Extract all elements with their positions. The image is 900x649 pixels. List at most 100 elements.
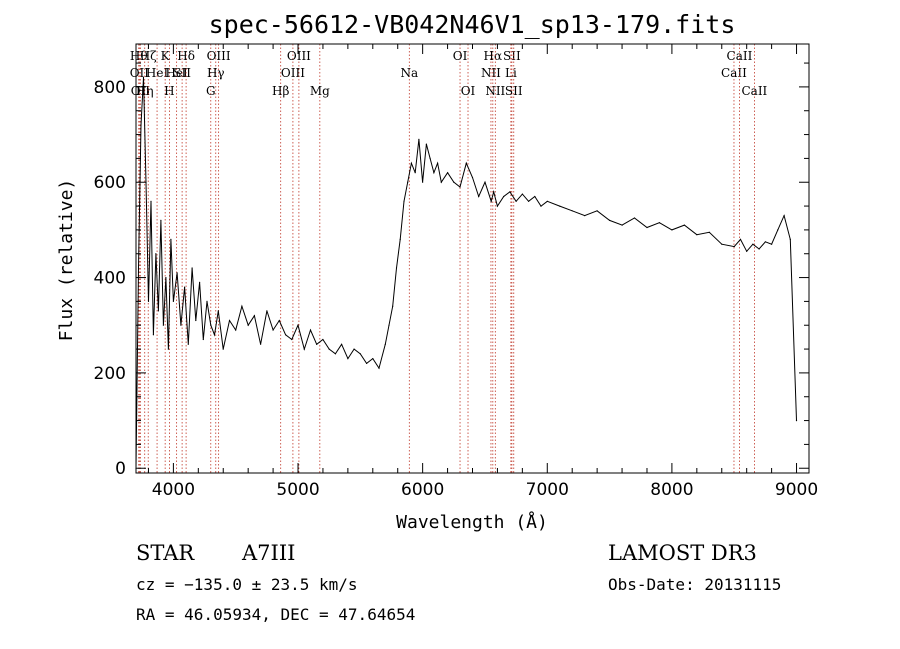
- data-point: [403, 200, 405, 202]
- data-point: [187, 343, 189, 345]
- data-point: [172, 300, 174, 302]
- line-marker-label: Hδ: [177, 49, 195, 63]
- data-point: [433, 172, 435, 174]
- data-point: [459, 186, 461, 188]
- data-point: [266, 310, 268, 312]
- data-point: [291, 338, 293, 341]
- y-tick-label: 600: [94, 173, 126, 193]
- data-point: [165, 277, 167, 279]
- data-point: [437, 162, 439, 164]
- data-point: [478, 195, 480, 198]
- data-point: [429, 157, 431, 159]
- data-point: [584, 215, 586, 217]
- data-point: [490, 200, 492, 202]
- data-point: [783, 215, 785, 217]
- line-marker-label: SII: [505, 84, 523, 98]
- data-point: [392, 305, 394, 307]
- observation-date: Obs-Date: 20131115: [608, 575, 781, 594]
- data-point: [771, 243, 773, 245]
- survey-name: LAMOST DR3: [608, 541, 757, 565]
- data-point: [633, 217, 636, 219]
- data-point: [515, 200, 517, 202]
- data-point: [521, 193, 524, 195]
- data-point: [746, 250, 748, 252]
- line-marker-label: Hβ: [272, 84, 289, 98]
- data-point: [359, 353, 361, 355]
- data-point: [285, 334, 287, 336]
- data-point: [372, 358, 374, 360]
- data-point: [195, 319, 197, 322]
- data-point: [191, 267, 193, 269]
- data-point: [425, 143, 427, 145]
- data-point: [407, 181, 409, 183]
- data-point: [217, 310, 219, 312]
- data-point: [395, 267, 398, 269]
- data-point: [334, 353, 336, 355]
- data-point: [534, 195, 536, 198]
- data-point: [503, 195, 505, 198]
- data-point: [140, 124, 142, 126]
- x-tick-label: 8000: [650, 480, 693, 500]
- data-point: [414, 172, 416, 174]
- data-point: [170, 238, 172, 240]
- data-point: [213, 334, 216, 336]
- data-point: [199, 281, 201, 283]
- data-point: [484, 181, 486, 183]
- line-marker-label: OIII: [287, 49, 311, 63]
- data-point: [272, 329, 274, 331]
- data-point: [528, 200, 530, 202]
- data-point: [410, 162, 412, 164]
- data-point: [162, 324, 164, 326]
- data-point: [278, 319, 280, 322]
- data-point: [309, 329, 312, 331]
- data-point: [399, 238, 401, 240]
- coordinates: RA = 46.05934, DEC = 47.64654: [136, 605, 415, 624]
- x-tick-label: 9000: [775, 480, 818, 500]
- data-point: [418, 138, 420, 140]
- data-point: [721, 243, 723, 245]
- data-point: [328, 348, 330, 350]
- redshift-info: cz = −135.0 ± 23.5 km/s: [136, 575, 358, 594]
- spectral-subclass: A7III: [241, 541, 295, 565]
- data-point: [453, 181, 455, 183]
- data-point: [241, 305, 243, 307]
- y-tick-label: 400: [94, 269, 126, 289]
- line-marker-label: Hζ: [140, 49, 157, 63]
- data-point: [447, 172, 449, 174]
- data-point: [683, 224, 686, 226]
- data-point: [210, 324, 212, 326]
- plot-frame: [135, 43, 810, 474]
- chart-title: spec-56612-VB042N46V1_sp13-179.fits: [209, 10, 736, 39]
- data-point: [440, 181, 442, 183]
- data-point: [235, 329, 237, 331]
- data-point: [247, 324, 249, 326]
- line-marker-label: NII: [481, 66, 501, 80]
- data-point: [509, 191, 511, 193]
- data-point: [155, 253, 157, 255]
- line-marker-label: OI: [461, 84, 476, 98]
- line-marker-label: OIII: [207, 49, 231, 63]
- line-marker-label: Hγ: [207, 66, 225, 80]
- data-point: [764, 241, 767, 243]
- line-marker-label: K: [161, 49, 171, 63]
- data-point: [222, 348, 224, 350]
- data-point: [658, 222, 661, 224]
- data-point: [671, 229, 673, 231]
- data-point: [253, 315, 255, 317]
- data-point: [559, 205, 561, 207]
- line-marker-label: Hη: [136, 84, 154, 98]
- x-tick-label: 7000: [526, 480, 569, 500]
- data-point: [388, 324, 390, 326]
- data-point: [137, 267, 140, 269]
- data-point: [378, 367, 380, 369]
- y-tick-label: 200: [94, 364, 126, 384]
- line-marker-label: Mg: [310, 84, 330, 98]
- line-marker-label: OI: [453, 49, 468, 63]
- data-point: [316, 343, 318, 345]
- y-tick-label: 0: [115, 459, 126, 479]
- line-marker-label: CaII: [727, 49, 753, 63]
- data-point: [758, 248, 760, 250]
- data-point: [708, 231, 710, 233]
- data-point: [341, 343, 343, 345]
